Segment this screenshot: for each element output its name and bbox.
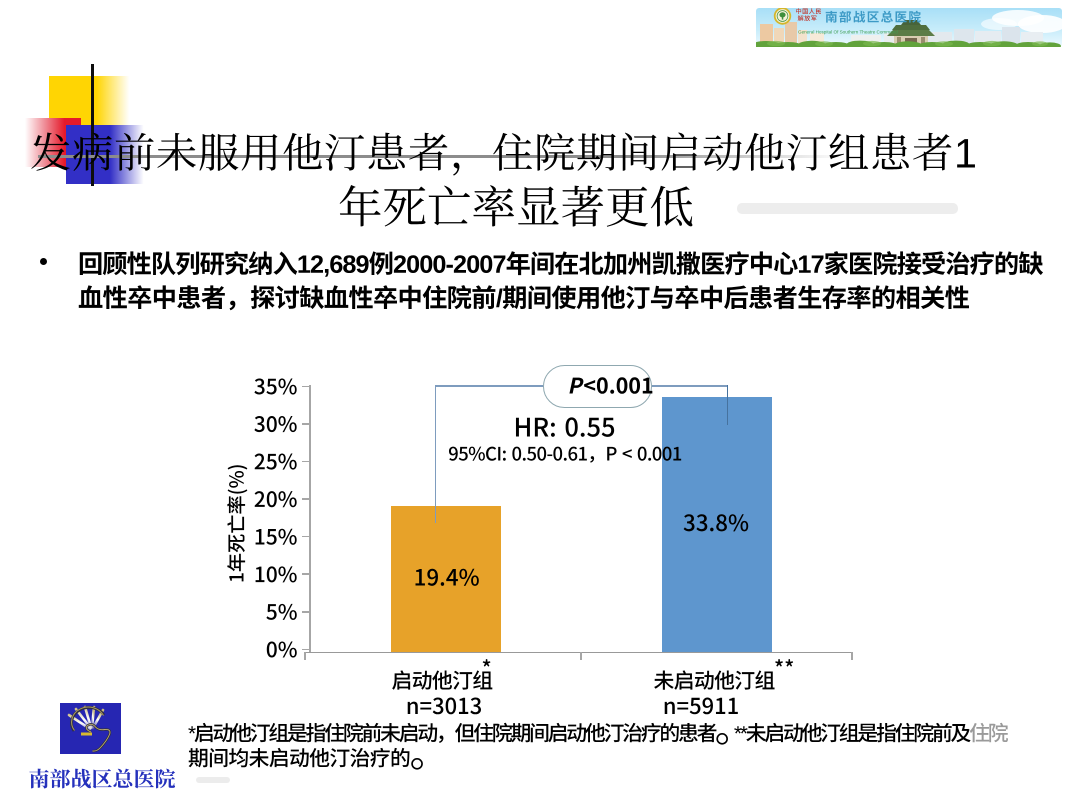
svg-text:General Hospital Of Southern T: General Hospital Of Southern Theatre Com… bbox=[798, 30, 898, 35]
